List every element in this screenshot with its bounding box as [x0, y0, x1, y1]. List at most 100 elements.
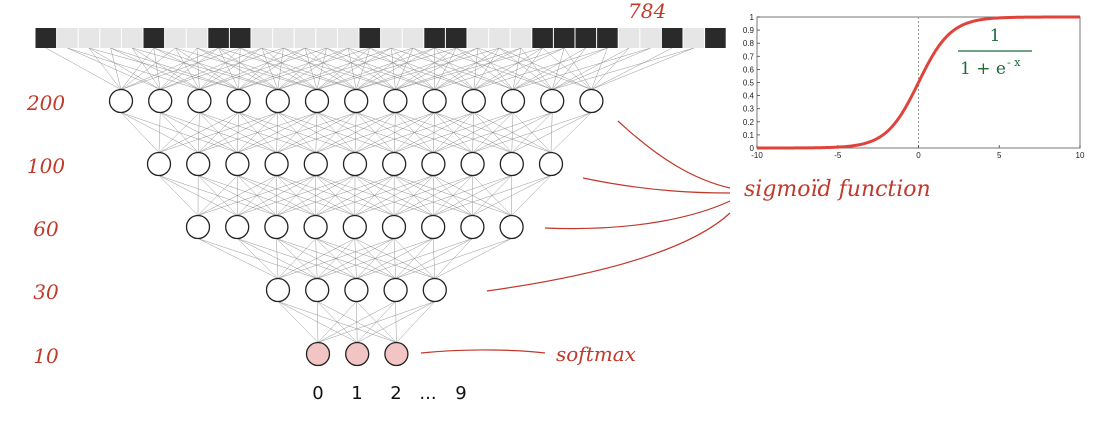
connection-edge — [218, 47, 278, 90]
y-tick-label: 0.2 — [743, 118, 755, 127]
input-pixel — [489, 28, 510, 48]
connection-edge — [198, 112, 318, 153]
connection-edge — [120, 47, 241, 90]
connection-edge — [316, 47, 327, 90]
connection-edge — [356, 238, 473, 279]
connection-edge — [356, 47, 500, 90]
connection-edge — [158, 112, 161, 153]
connection-edge — [45, 47, 122, 90]
annotation-pointer — [617, 120, 731, 189]
connection-edge — [160, 47, 219, 90]
connection-edge — [238, 47, 370, 90]
connection-edge — [238, 47, 306, 90]
connection-edge — [395, 47, 478, 90]
y-tick-label: 0.8 — [743, 39, 755, 48]
hidden-neuron — [226, 88, 251, 114]
connection-edge — [356, 238, 434, 279]
hidden-neuron — [421, 214, 446, 240]
connection-edge — [277, 47, 392, 90]
hidden-neuron — [186, 151, 211, 177]
layer-size-label: 60 — [33, 217, 59, 241]
connection-edge — [552, 47, 694, 90]
sigmoid-chart: 0 0.1 0.2 0.3 0.4 0.5 0.6 0.7 0.8 0.9 1 -10 -5 0 5 10 1… — [743, 13, 1085, 160]
connection-edge — [355, 47, 371, 90]
connection-edge — [110, 47, 122, 90]
input-pixel — [78, 28, 100, 48]
connection-edge — [237, 175, 356, 216]
layer-size-label: 10 — [33, 344, 59, 368]
connection-edge — [391, 47, 435, 90]
input-pixel — [229, 28, 251, 48]
connection-edge — [153, 47, 239, 90]
connection-edge — [238, 47, 349, 90]
connection-edge — [153, 47, 161, 90]
y-tick-label: 0.4 — [743, 92, 755, 101]
connection-edge — [175, 47, 239, 90]
connection-edge — [434, 47, 565, 90]
output-digit-labels: 0 1 2... 9 — [312, 383, 466, 404]
connection-edge — [261, 47, 318, 90]
input-size-label: 784 — [628, 0, 666, 23]
connection-edge — [276, 238, 279, 279]
connection-edge — [315, 112, 435, 153]
connection-edge — [326, 47, 396, 90]
y-tick-label: 0.6 — [743, 65, 755, 74]
connection-edge — [120, 47, 219, 90]
output-neuron — [345, 341, 370, 367]
connection-edge — [550, 112, 592, 153]
hidden-neuron — [342, 151, 368, 177]
connection-edge — [317, 301, 435, 343]
input-pixel — [618, 28, 640, 48]
input-pixel — [532, 28, 553, 48]
connection-edge — [276, 175, 356, 216]
input-pixel — [165, 28, 186, 48]
connection-edge — [348, 47, 474, 90]
connection-edge — [132, 47, 278, 90]
hidden-neuron — [148, 88, 173, 114]
connection-edge — [477, 47, 592, 90]
hidden-neuron — [265, 277, 291, 303]
connection-edge — [511, 112, 592, 153]
connection-edge — [261, 47, 279, 90]
connection-edge — [552, 47, 651, 90]
connection-edge — [198, 112, 278, 153]
connection-edge — [304, 47, 357, 90]
connection-edge — [520, 47, 553, 90]
connection-edge — [240, 47, 318, 90]
annotation-pointer — [544, 200, 731, 230]
output-digit: 2 — [390, 383, 401, 404]
connection-edge — [218, 47, 357, 90]
input-pixel — [100, 28, 121, 48]
hidden-neuron — [500, 88, 526, 114]
connection-edge — [158, 175, 199, 216]
connection-edge — [591, 47, 608, 90]
connection-edge — [473, 47, 479, 90]
hidden-neuron — [499, 151, 524, 177]
connection-edge — [237, 112, 318, 153]
connection-edge — [395, 238, 512, 279]
hidden-neuron — [344, 277, 369, 303]
input-pixel — [359, 28, 381, 48]
connection-edge — [412, 47, 474, 90]
y-tick-label: 0.9 — [743, 26, 755, 35]
hidden-neuron — [342, 214, 367, 240]
connection-edge — [356, 47, 435, 90]
hidden-neuron — [303, 151, 328, 177]
connection-edge — [199, 47, 241, 90]
hidden-neuron — [344, 88, 369, 114]
y-tick-label: 0 — [750, 144, 755, 153]
connection-edge — [197, 175, 238, 216]
hidden-neuron — [579, 88, 604, 114]
connection-edge — [196, 47, 278, 90]
x-tick-label: 5 — [997, 151, 1002, 160]
input-pixel — [208, 28, 229, 48]
connection-edge — [434, 47, 553, 90]
input-pixel — [424, 28, 445, 48]
connection-edge — [88, 47, 239, 90]
connection-edge — [276, 112, 396, 153]
connection-edge — [472, 112, 553, 153]
connection-edge — [132, 47, 200, 90]
connection-edge — [512, 47, 608, 90]
connection-edge — [317, 301, 357, 343]
connection-edge — [512, 47, 522, 90]
